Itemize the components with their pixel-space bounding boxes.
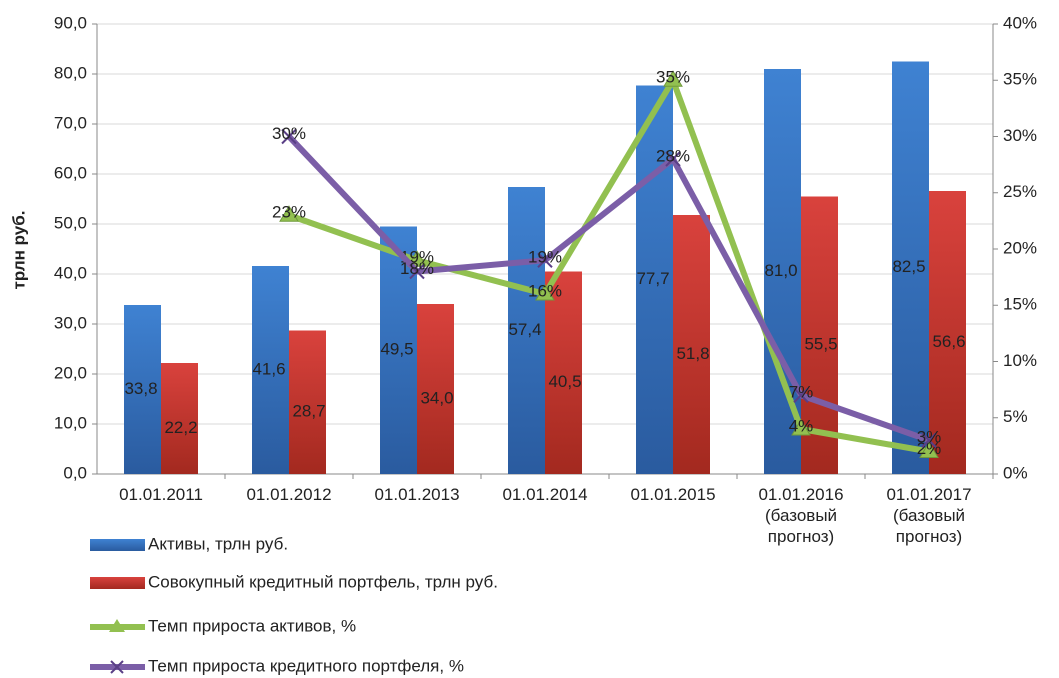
y-axis-title: трлн руб. [9, 211, 28, 290]
bar-value-label: 28,7 [292, 402, 325, 421]
x-tick-label: 01.01.2016 (базовый прогноз) [758, 485, 844, 546]
y2-tick-label: 35% [1003, 70, 1037, 89]
marker [791, 419, 811, 436]
bar-value-label: 81,0 [764, 261, 797, 280]
y2-tick-label: 10% [1003, 351, 1037, 370]
bar [124, 305, 161, 474]
y2-tick-label: 5% [1003, 407, 1028, 426]
y-tick-label: 60,0 [54, 163, 87, 182]
bar [892, 61, 929, 474]
bar-value-label: 82,5 [892, 257, 925, 276]
line-value-label: 30% [272, 124, 306, 143]
y-tick-label: 50,0 [54, 213, 87, 232]
line-value-label: 19% [528, 248, 562, 267]
x-tick-label: 01.01.2014 [502, 485, 588, 504]
bar [417, 304, 454, 474]
bar-value-label: 22,2 [164, 418, 197, 437]
bar-value-label: 49,5 [380, 340, 413, 359]
bar [545, 271, 582, 474]
y2-tick-label: 40% [1003, 13, 1037, 32]
y-tick-label: 10,0 [54, 413, 87, 432]
marker [281, 128, 297, 145]
marker [663, 70, 683, 87]
line-value-label: 28% [656, 146, 690, 165]
line-value-label: 2% [917, 439, 942, 458]
marker [535, 284, 555, 301]
x-tick-label: 01.01.2015 [630, 485, 716, 504]
line-value-label: 7% [789, 383, 814, 402]
marker [921, 432, 937, 448]
line-value-label: 3% [917, 428, 942, 447]
bar [508, 187, 545, 474]
bar [289, 330, 326, 474]
marker [279, 205, 299, 222]
legend-marker [109, 619, 125, 632]
y2-tick-label: 20% [1003, 238, 1037, 257]
line-value-label: 4% [789, 416, 814, 435]
bar-value-label: 51,8 [676, 344, 709, 363]
y-tick-label: 80,0 [54, 63, 87, 82]
bar-value-label: 34,0 [420, 388, 453, 407]
marker [409, 263, 425, 280]
marker [537, 252, 553, 268]
line-value-label: 23% [272, 203, 306, 222]
y2-tick-label: 25% [1003, 182, 1037, 201]
bar-value-label: 41,6 [252, 359, 285, 378]
bar [673, 215, 710, 474]
line-value-label: 16% [528, 281, 562, 300]
bar [636, 85, 673, 474]
y2-tick-label: 30% [1003, 126, 1037, 145]
bar-value-label: 56,6 [932, 332, 965, 351]
y2-tick-label: 15% [1003, 295, 1037, 314]
marker [665, 151, 681, 167]
bar-value-label: 77,7 [636, 269, 669, 288]
legend-label: Совокупный кредитный портфель, трлн руб. [148, 572, 498, 591]
x-tick-label: 01.01.2012 [246, 485, 332, 504]
marker [919, 441, 939, 458]
y-tick-label: 70,0 [54, 113, 87, 132]
x-tick-label: 01.01.2011 [119, 485, 203, 504]
bar [929, 191, 966, 474]
legend-label: Темп прироста кредитного портфеля, % [148, 656, 464, 675]
line-value-label: 35% [656, 68, 690, 87]
y-tick-label: 0,0 [63, 463, 87, 482]
bar [252, 266, 289, 474]
legend-swatch [90, 577, 145, 589]
bar-value-label: 40,5 [548, 372, 581, 391]
legend-marker [110, 660, 124, 674]
x-tick-label: 01.01.2013 [374, 485, 460, 504]
bar-value-label: 33,8 [124, 379, 157, 398]
legend-label: Темп прироста активов, % [148, 616, 356, 635]
legend-swatch [90, 539, 145, 551]
bar-value-label: 55,5 [804, 335, 837, 354]
y2-tick-label: 0% [1003, 463, 1028, 482]
y-tick-label: 40,0 [54, 263, 87, 282]
bar-value-label: 57,4 [508, 320, 541, 339]
y-tick-label: 30,0 [54, 313, 87, 332]
line-value-label: 18% [400, 259, 434, 278]
marker [793, 387, 809, 403]
x-tick-label: 01.01.2017 (базовый прогноз) [886, 485, 972, 546]
y-tick-label: 20,0 [54, 363, 87, 382]
line [286, 134, 930, 444]
y-tick-label: 90,0 [54, 13, 87, 32]
bar [161, 363, 198, 474]
legend-label: Активы, трлн руб. [148, 534, 288, 553]
